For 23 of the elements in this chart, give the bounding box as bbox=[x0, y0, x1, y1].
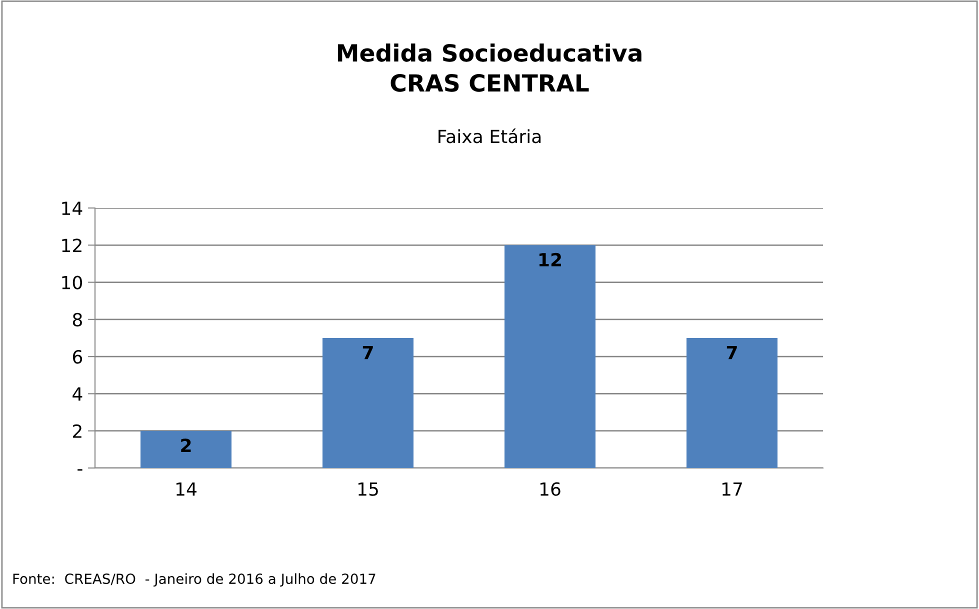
data-label: 12 bbox=[539, 252, 561, 266]
y-tick-label: 2 bbox=[73, 424, 82, 438]
data-label: 7 bbox=[726, 346, 737, 360]
y-tick-label: 12 bbox=[62, 238, 82, 252]
y-tick-label: 14 bbox=[62, 202, 82, 215]
bar bbox=[322, 338, 414, 468]
y-tick-label: 8 bbox=[72, 312, 82, 327]
y-tick-label: 10 bbox=[62, 276, 82, 290]
x-tick-label: 17 bbox=[722, 482, 742, 496]
bar bbox=[140, 430, 232, 468]
data-label: 7 bbox=[362, 346, 373, 360]
x-tick-label: 15 bbox=[358, 482, 378, 496]
y-tick-label: 4 bbox=[72, 387, 82, 401]
bar bbox=[504, 245, 596, 468]
x-tick-label: 16 bbox=[540, 482, 560, 496]
chart-subtitle: Faixa Etária bbox=[438, 128, 541, 144]
y-tick-label: 6 bbox=[72, 350, 82, 364]
source-note: Fonte: CREAS/RO - Janeiro de 2016 a Julho de 2017 bbox=[13, 573, 376, 587]
y-tick-label: - bbox=[78, 469, 82, 471]
data-label: 2 bbox=[181, 438, 191, 452]
x-tick-label: 14 bbox=[176, 482, 196, 496]
chart-title: Medida Socioeducativa CRAS CENTRAL bbox=[338, 44, 642, 92]
bar bbox=[686, 338, 778, 468]
